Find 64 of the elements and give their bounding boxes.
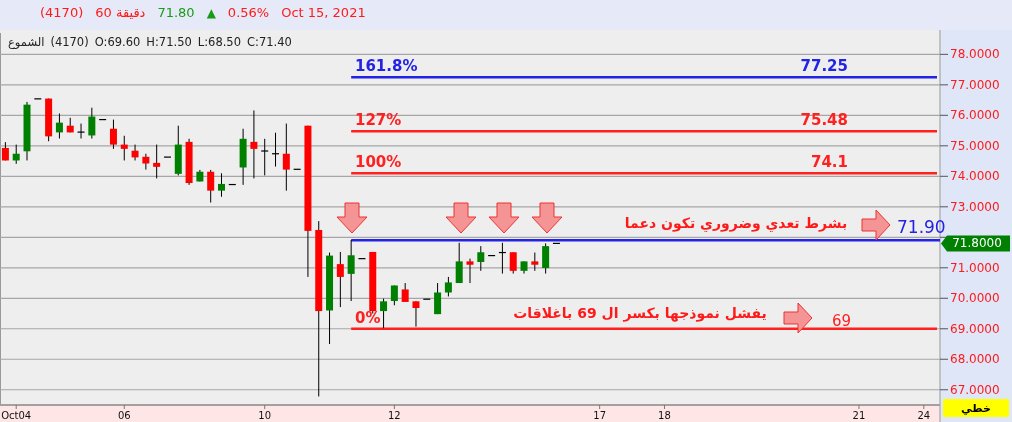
candlestick <box>250 109 258 179</box>
y-tick-label: 78.0000 <box>950 47 1000 62</box>
text: Oct 15, 2021 <box>281 5 366 20</box>
y-tick-label: 71.0000 <box>950 260 1000 275</box>
candlestick <box>109 119 117 150</box>
text: 71.8000 <box>952 236 1002 251</box>
candlestick <box>477 245 485 272</box>
text: 71.80 <box>157 5 195 20</box>
candlestick <box>336 251 344 308</box>
text: 60 دقيقة <box>95 5 146 20</box>
y-tick-label: 76.0000 <box>950 108 1000 123</box>
x-tick-label: 18 <box>658 410 671 421</box>
y-tick-label: 70.0000 <box>950 291 1000 306</box>
candlestick <box>509 251 517 275</box>
y-tick-label: 74.0000 <box>950 169 1000 184</box>
candlestick <box>466 258 474 284</box>
text: 0.56% <box>227 5 270 20</box>
candlestick <box>77 123 85 139</box>
chart-title: (4170) <box>40 5 84 20</box>
candlestick <box>153 144 161 179</box>
candlestick <box>347 239 355 302</box>
candlestick <box>412 300 420 328</box>
candlestick <box>444 276 452 297</box>
annotation: بشرط تعدي وضروري تكون دعما <box>624 215 848 234</box>
y-tick-label: 77.0000 <box>950 77 1000 92</box>
candlestick <box>120 135 128 161</box>
ref-line-label: 75.48 <box>800 111 848 130</box>
candlestick <box>531 252 539 272</box>
text: ▲ <box>206 6 217 20</box>
candlestick <box>282 123 290 192</box>
candlestick <box>261 138 269 176</box>
candlestick <box>88 107 96 139</box>
annotation: يفشل نموذجها بكسر ال 69 باغلاقات <box>513 304 767 322</box>
y-tick-label: 75.0000 <box>950 138 1000 153</box>
x-tick-label: 06 <box>117 410 131 421</box>
x-tick-label: 12 <box>388 410 401 421</box>
x-tick-label: 21 <box>852 410 866 421</box>
ref-line-label: 74.1 <box>810 153 848 172</box>
x-tick-label: 10 <box>258 410 272 421</box>
ref-line-label: 71.90 <box>897 217 946 238</box>
ref-line-label: 69 <box>832 311 852 330</box>
candlestick <box>455 242 463 284</box>
y-tick-label: 69.0000 <box>950 321 1000 336</box>
y-tick-label: 73.0000 <box>950 199 1000 214</box>
candlestick <box>142 153 150 171</box>
y-tick-label: 68.0000 <box>950 352 1000 367</box>
annotation: 127% <box>355 111 402 130</box>
x-tick-label: Oct04 <box>1 410 32 421</box>
ref-line-label: 77.25 <box>800 57 848 76</box>
x-tick-label: 24 <box>917 410 931 421</box>
candlestick <box>401 282 409 303</box>
annotation: 100% <box>355 153 402 172</box>
text: خطي <box>961 402 991 415</box>
candlestick <box>380 298 388 329</box>
candlestick <box>542 242 550 275</box>
candlestick <box>55 113 63 139</box>
annotation: 0% <box>355 308 381 327</box>
candlestick <box>390 284 398 306</box>
candlestick <box>207 169 215 204</box>
x-tick-label: 17 <box>593 410 607 421</box>
annotation: 161.8% <box>355 57 418 76</box>
candlestick <box>434 282 442 315</box>
candlestick <box>217 172 225 198</box>
y-tick-label: 67.0000 <box>950 382 1000 397</box>
